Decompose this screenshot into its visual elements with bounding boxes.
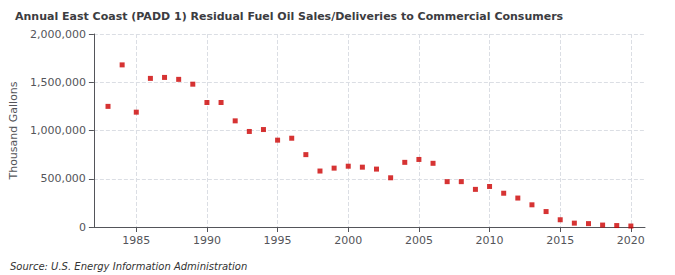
svg-text:2015: 2015 [546, 234, 574, 247]
svg-text:2,000,000: 2,000,000 [30, 28, 86, 41]
svg-text:2000: 2000 [334, 234, 362, 247]
svg-text:2010: 2010 [476, 234, 504, 247]
svg-text:1,500,000: 1,500,000 [30, 76, 86, 89]
svg-text:Annual East Coast (PADD 1) Res: Annual East Coast (PADD 1) Residual Fuel… [15, 10, 564, 23]
svg-text:500,000: 500,000 [40, 172, 86, 185]
svg-text:Source: U.S. Energy Informatio: Source: U.S. Energy Information Administ… [10, 261, 247, 272]
svg-text:0: 0 [79, 221, 86, 234]
svg-text:1995: 1995 [264, 234, 292, 247]
svg-text:Thousand Gallons: Thousand Gallons [7, 81, 20, 180]
svg-text:1990: 1990 [193, 234, 221, 247]
svg-text:1985: 1985 [122, 234, 150, 247]
svg-text:2005: 2005 [405, 234, 433, 247]
svg-text:1,000,000: 1,000,000 [30, 124, 86, 137]
svg-text:2020: 2020 [617, 234, 645, 247]
